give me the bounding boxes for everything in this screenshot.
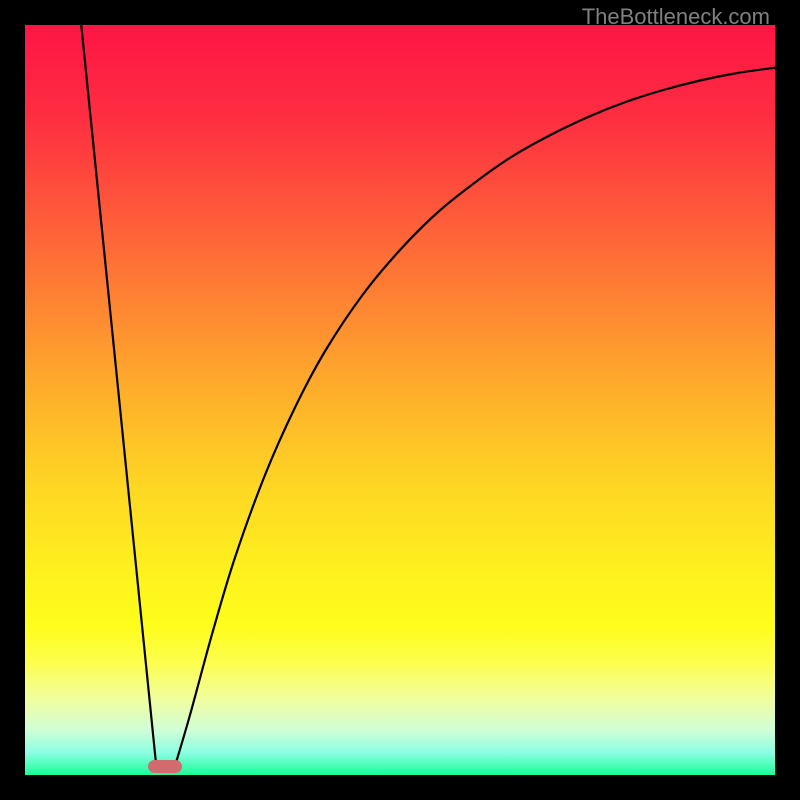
plot-area xyxy=(25,25,775,775)
bottleneck-chart: TheBottleneck.com xyxy=(0,0,800,800)
bottleneck-curve xyxy=(25,25,775,775)
watermark-text: TheBottleneck.com xyxy=(582,4,770,30)
current-position-marker xyxy=(148,760,182,773)
